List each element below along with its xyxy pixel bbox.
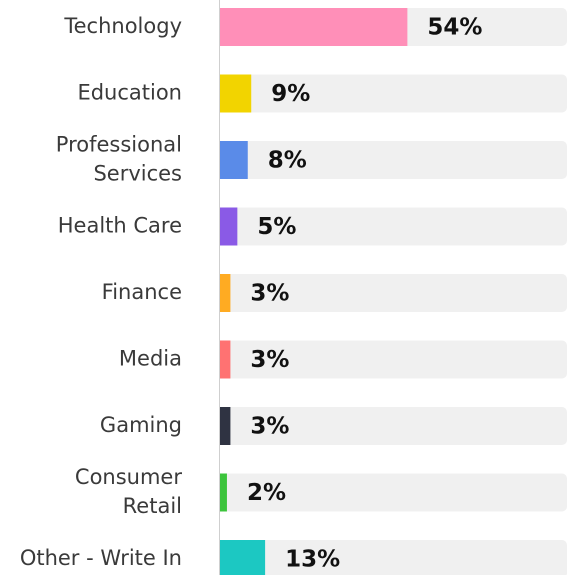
bar [220,407,231,445]
category-label: Gaming [100,413,182,437]
bar-track [220,540,567,575]
category-label: Technology [63,14,182,38]
bar-track [220,473,567,512]
category-label: Education [77,81,182,105]
bar [220,540,266,575]
bar-track [220,274,567,312]
category-label: Media [119,347,182,371]
value-label: 9% [271,81,310,107]
bar [220,473,227,512]
value-label: 13% [285,547,340,573]
value-label: 5% [257,214,296,240]
category-label: Professional Services [56,133,182,186]
bar [220,207,238,246]
value-label: 3% [250,347,289,373]
bar-track [220,74,567,113]
bar [220,340,231,379]
bar-track [220,340,567,379]
value-label: 8% [268,148,307,174]
bar-track [220,207,567,246]
category-label: Health Care [58,214,182,238]
value-label: 3% [250,281,289,307]
bar-track [220,407,567,445]
bar [220,141,248,179]
category-label: Other - Write In [20,546,182,570]
value-label: 2% [247,480,286,506]
value-label: 54% [427,15,482,41]
category-label: Finance [102,280,182,304]
value-label: 3% [250,414,289,440]
bar-track [220,141,567,179]
bar [220,8,408,46]
category-label: Consumer Retail [75,465,182,518]
bar [220,274,231,312]
bar [220,74,252,113]
